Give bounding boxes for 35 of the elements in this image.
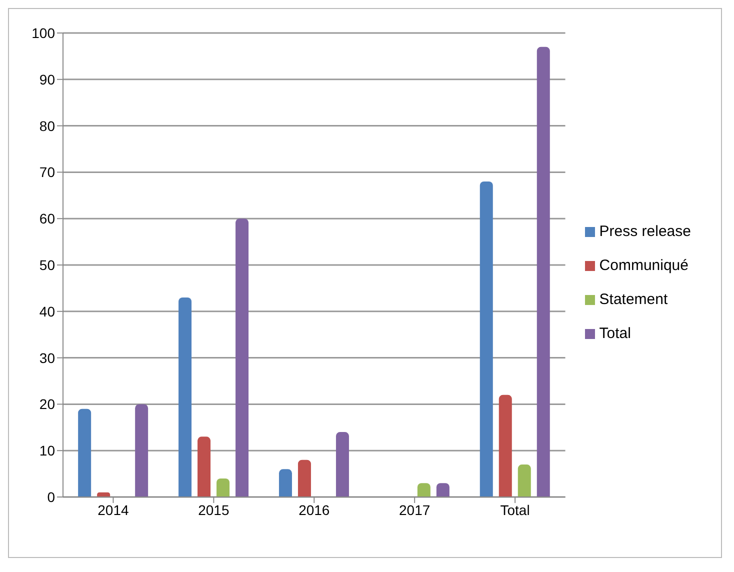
bar: [216, 478, 230, 497]
x-tick-label: 2015: [198, 502, 230, 518]
y-tick-label: 80: [39, 118, 56, 134]
x-tick-label: 2014: [98, 502, 130, 518]
y-tick-label: 20: [39, 396, 56, 412]
bar: [78, 408, 92, 497]
bar: [498, 394, 512, 497]
bar: [236, 218, 249, 497]
bar: [198, 436, 211, 497]
bar: [135, 404, 148, 497]
y-tick-label: 10: [39, 442, 56, 459]
y-tick-label: 60: [39, 210, 56, 227]
x-tick-label: 2017: [399, 502, 430, 518]
bar: [298, 460, 311, 497]
y-tick-label: 70: [39, 164, 56, 180]
y-tick-label: 0: [47, 488, 56, 505]
legend-label: Communiqué: [599, 257, 688, 274]
bar: [436, 483, 450, 497]
y-tick-label: 50: [39, 256, 56, 273]
y-tick-label: 90: [39, 71, 56, 88]
bar: [278, 469, 292, 497]
bar: [336, 432, 349, 497]
bar: [480, 181, 493, 497]
y-tick-label: 40: [39, 303, 56, 320]
y-tick-label: 30: [39, 350, 56, 366]
bar: [178, 297, 192, 497]
bar: [536, 46, 550, 497]
legend-label: Press release: [599, 223, 691, 240]
legend-label: Total: [599, 325, 631, 342]
y-tick-label: 100: [32, 24, 56, 41]
x-tick-label: Total: [500, 502, 530, 518]
bar: [417, 483, 430, 497]
bar: [518, 464, 531, 497]
legend-label: Statement: [599, 291, 668, 308]
x-tick-label: 2016: [298, 502, 330, 518]
